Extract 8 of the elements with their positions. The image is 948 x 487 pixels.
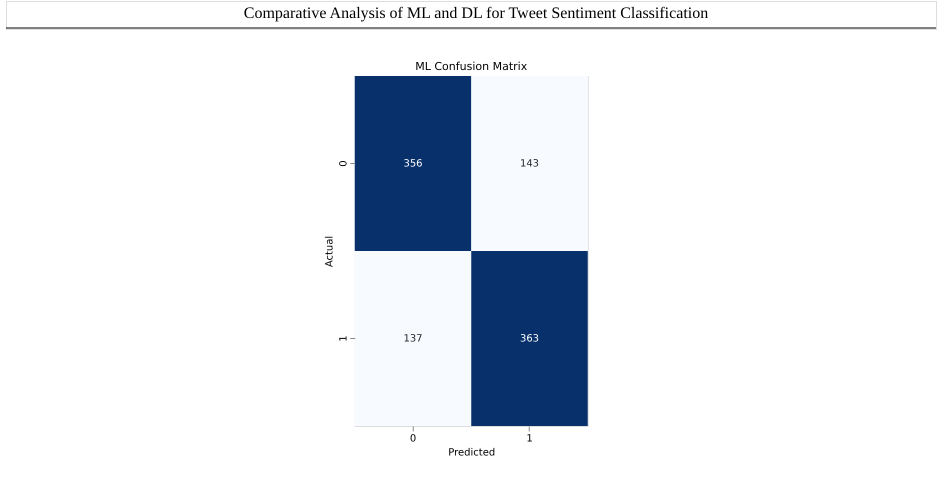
data-label: 356 <box>403 158 423 170</box>
chart-title: ML Confusion Matrix <box>415 60 528 73</box>
data-label: 363 <box>520 334 540 344</box>
x-axis-title: Predicted <box>448 448 496 458</box>
data-label: 137 <box>403 334 423 344</box>
data-label: 143 <box>520 158 540 170</box>
y-axis-title: Actual <box>324 236 336 268</box>
text: Comparative Analysis of ML and DL for Tweet Sentiment Classification <box>244 5 708 22</box>
